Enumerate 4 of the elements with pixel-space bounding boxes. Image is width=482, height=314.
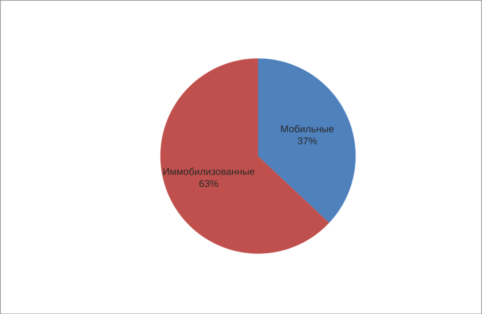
data-label: 37% [298,137,317,144]
data-label: 63% [199,180,218,187]
slice-label: Мобильные [281,124,334,132]
slice-label: Иммобилизованные [163,168,254,175]
